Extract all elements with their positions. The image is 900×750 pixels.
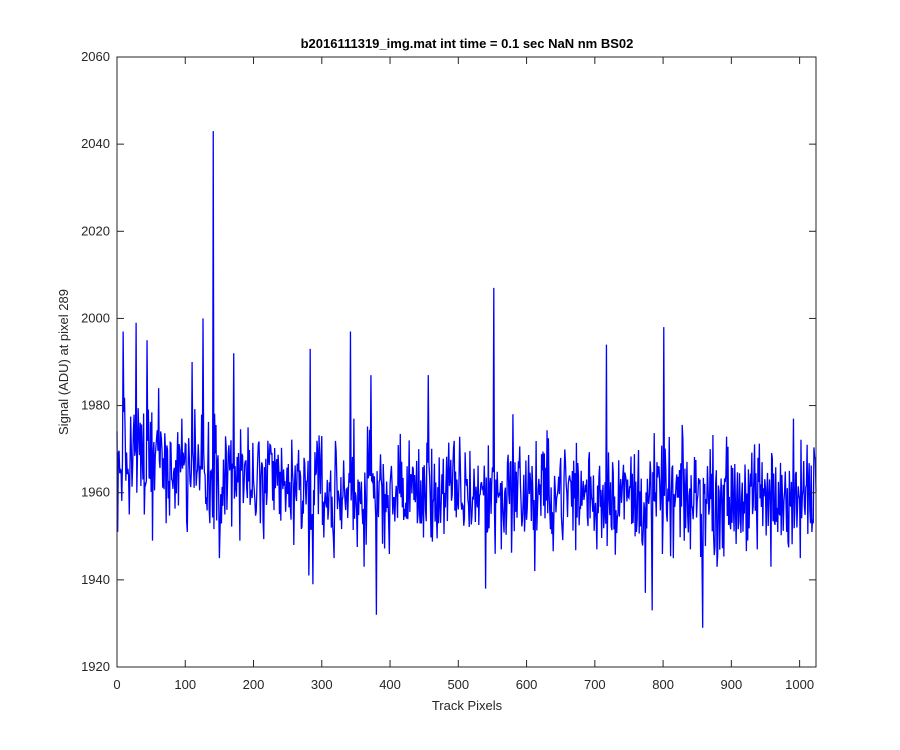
y-axis-label: Signal (ADU) at pixel 289 — [56, 289, 71, 435]
series-line — [116, 131, 817, 628]
x-tick-label: 400 — [379, 677, 401, 692]
y-tick-label: 2020 — [81, 223, 110, 238]
y-tick-label: 2040 — [81, 136, 110, 151]
y-tick-label: 2000 — [81, 310, 110, 325]
axes-box — [116, 56, 817, 668]
x-tick-label: 1000 — [785, 677, 814, 692]
plot-background — [117, 57, 816, 667]
x-tick-label: 300 — [311, 677, 333, 692]
y-tick-label: 2060 — [81, 49, 110, 64]
x-axis: 0 100 200 300 400 500 600 700 800 900 1000 — [113, 57, 814, 692]
x-tick-label: 900 — [721, 677, 743, 692]
plot-area — [116, 56, 817, 668]
x-tick-label: 800 — [652, 677, 674, 692]
y-tick-label: 1960 — [81, 485, 110, 500]
y-tick-label: 1980 — [81, 398, 110, 413]
series-group — [116, 131, 817, 628]
x-tick-label: 600 — [516, 677, 538, 692]
chart-title: b2016111319_img.mat int time = 0.1 sec N… — [301, 36, 634, 51]
y-axis: 1920 1940 1960 1980 2000 2020 2040 2060 — [81, 49, 816, 674]
x-tick-label: 700 — [584, 677, 606, 692]
y-tick-label: 1940 — [81, 572, 110, 587]
x-tick-label: 200 — [243, 677, 265, 692]
x-axis-label: Track Pixels — [432, 698, 503, 713]
x-tick-label: 0 — [113, 677, 120, 692]
y-tick-label: 1920 — [81, 659, 110, 674]
x-tick-label: 500 — [447, 677, 469, 692]
x-tick-label: 100 — [174, 677, 196, 692]
